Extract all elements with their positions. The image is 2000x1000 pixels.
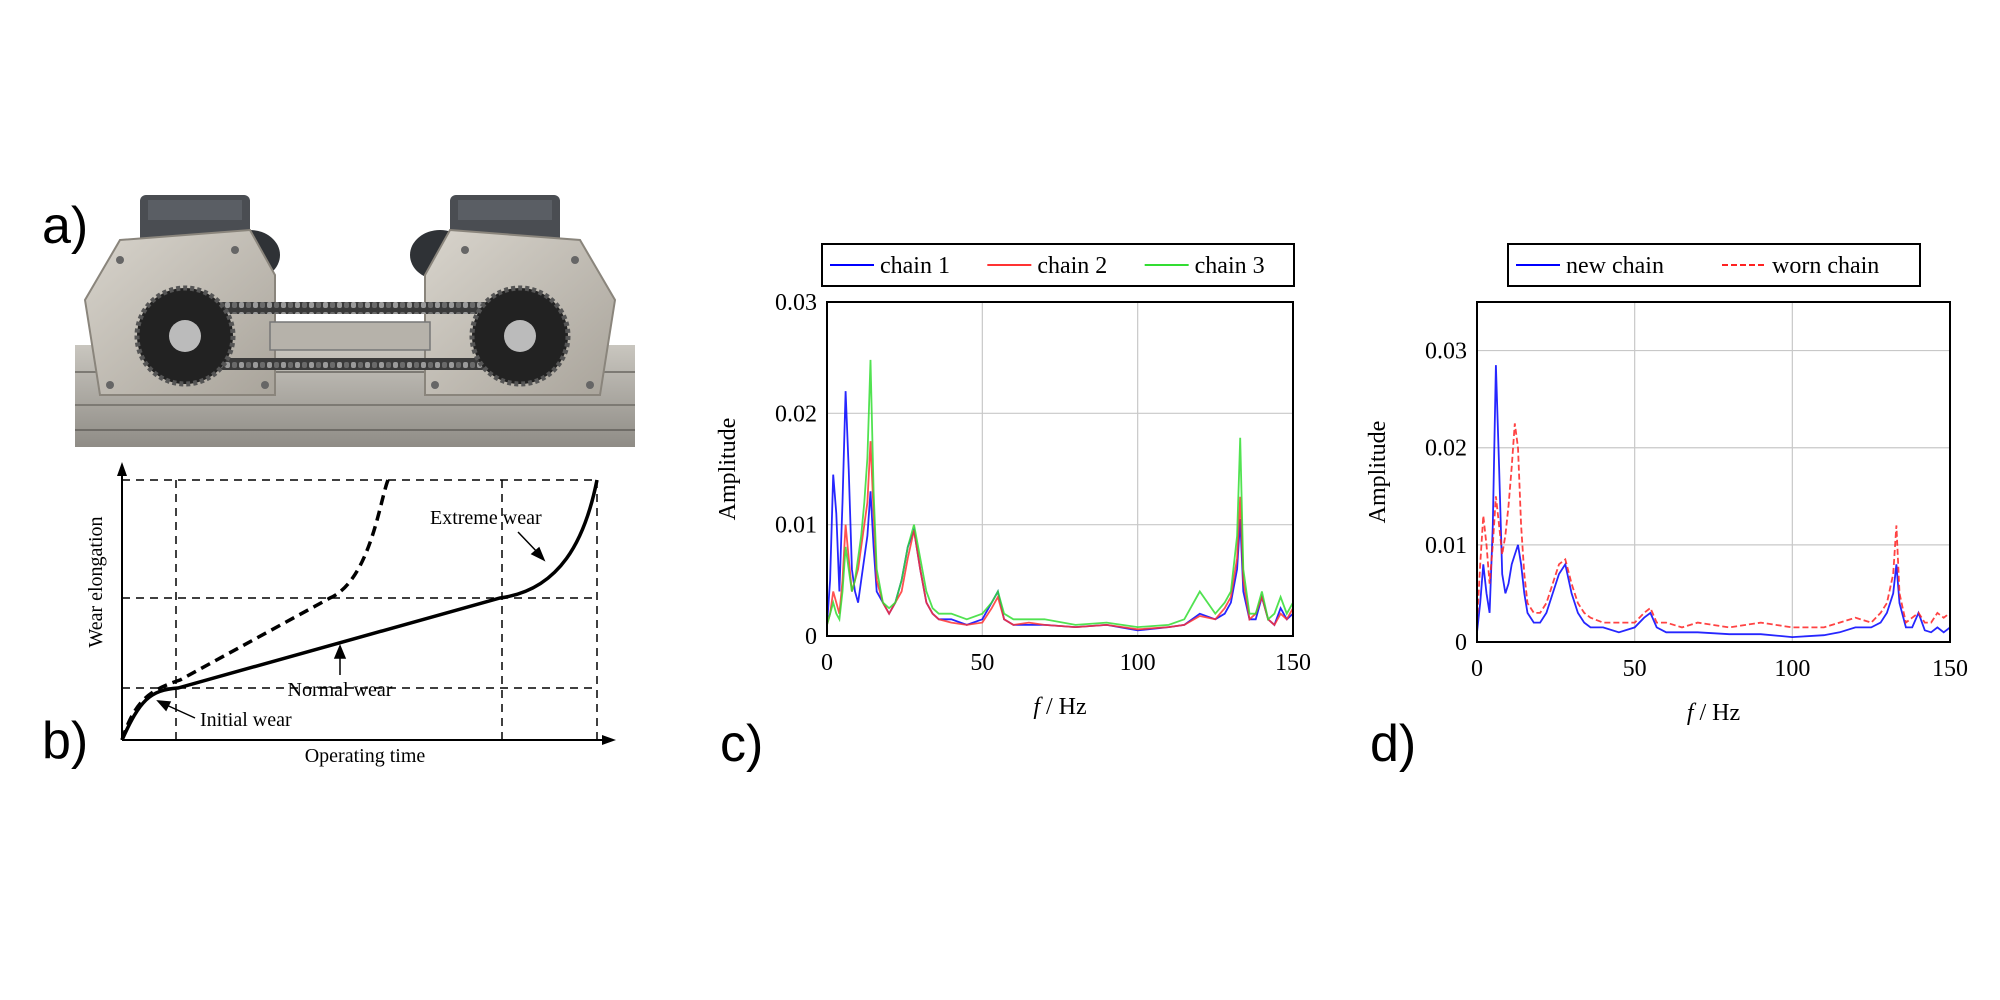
panel-letter-b: b) (42, 712, 89, 770)
x-axis-label: f / Hz (1687, 700, 1740, 726)
legend-label: chain 1 (880, 253, 950, 279)
left-motor (140, 195, 280, 280)
wear-annotation-arrows (156, 531, 546, 719)
wear-guide-lines (122, 479, 598, 740)
legend-box (821, 243, 1295, 287)
series-line-chain-3 (826, 359, 1294, 629)
y-tick-label: 0.02 (1425, 436, 1467, 462)
x-tick-label: 50 (970, 650, 994, 676)
y-tick-label: 0.01 (775, 513, 817, 539)
label-initial-wear: Initial wear (200, 709, 292, 731)
left-sprocket (134, 285, 236, 387)
right-sprocket-hub (504, 320, 536, 352)
panel-letter-d: d) (1370, 715, 1417, 773)
wear-curve-accelerated (120, 479, 390, 741)
x-axis-label-symbol: f (1687, 700, 1697, 726)
center-shaft-frame (269, 321, 431, 351)
x-axis-label: f / Hz (1033, 694, 1086, 720)
y-tick-label: 0 (1455, 630, 1467, 656)
right-plate (424, 228, 617, 396)
legend-label: new chain (1566, 253, 1664, 279)
series-line-chain-1 (826, 391, 1294, 632)
x-axis-label-unit: / Hz (1040, 694, 1087, 720)
right-sprocket (469, 285, 571, 387)
right-motor (410, 195, 560, 280)
x-tick-label: 0 (1471, 656, 1483, 682)
label-normal-wear: Normal wear (288, 679, 393, 701)
legend-label: chain 2 (1037, 253, 1107, 279)
rig-base (75, 345, 635, 447)
x-tick-label: 0 (821, 650, 833, 676)
y-tick-label: 0.03 (775, 290, 817, 316)
chain-top-strand (175, 302, 525, 314)
left-sprocket-hub (169, 320, 201, 352)
plate-bolts (106, 246, 594, 389)
wear-x-label: Operating time (305, 745, 426, 767)
legend-box (1507, 243, 1921, 287)
x-tick-label: 50 (1623, 656, 1647, 682)
y-tick-label: 0.01 (1425, 533, 1467, 559)
x-tick-label: 150 (1275, 650, 1311, 676)
y-axis-label: Amplitude (1365, 421, 1391, 524)
chain-bottom-strand (175, 358, 525, 370)
y-tick-label: 0.02 (775, 401, 817, 427)
panel-letter-c: c) (720, 715, 764, 773)
legend-label: worn chain (1772, 253, 1879, 279)
panel-letter-a: a) (42, 197, 89, 255)
legend-label: chain 3 (1195, 253, 1265, 279)
wear-curve-normal (120, 479, 599, 741)
series-line-worn-chain (1476, 423, 1951, 629)
x-tick-label: 150 (1932, 656, 1968, 682)
x-tick-label: 100 (1120, 650, 1156, 676)
x-tick-label: 100 (1774, 656, 1810, 682)
series-line-new-chain (1476, 365, 1951, 639)
series-line-chain-2 (826, 441, 1294, 631)
x-axis-label-unit: / Hz (1694, 700, 1741, 726)
wear-y-label: Wear elongation (85, 516, 107, 647)
wear-axes (117, 462, 616, 745)
y-tick-label: 0 (805, 624, 817, 650)
plot-frame (826, 301, 1294, 637)
y-tick-label: 0.03 (1425, 339, 1467, 365)
y-axis-label: Amplitude (715, 418, 741, 521)
label-extreme-wear: Extreme wear (430, 507, 542, 529)
left-plate (83, 228, 276, 396)
x-axis-label-symbol: f (1033, 694, 1043, 720)
plot-frame (1476, 301, 1951, 643)
